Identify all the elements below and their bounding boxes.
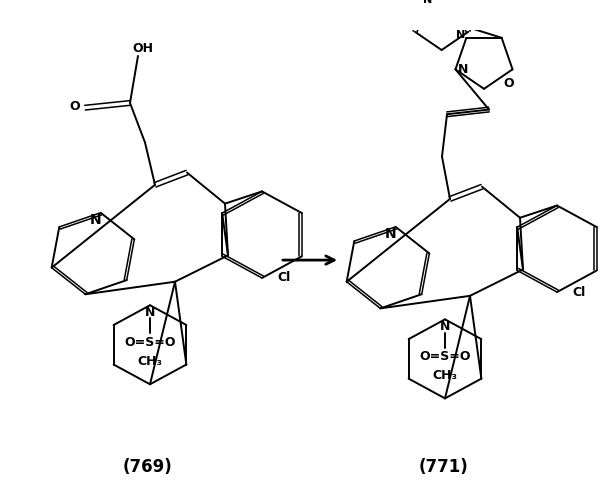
Text: O=S=O: O=S=O: [419, 350, 471, 364]
Text: (769): (769): [123, 458, 173, 476]
Text: O: O: [69, 100, 80, 113]
Text: OH: OH: [132, 42, 153, 55]
Text: N: N: [145, 306, 155, 320]
Text: N: N: [385, 228, 397, 241]
Text: N: N: [458, 63, 468, 76]
Text: N: N: [422, 0, 432, 4]
Text: (771): (771): [418, 458, 468, 476]
Text: O=S=O: O=S=O: [124, 336, 176, 349]
Text: Cl: Cl: [573, 286, 586, 298]
Text: N: N: [440, 320, 450, 334]
Text: CH₃: CH₃: [138, 355, 162, 368]
Text: CH₃: CH₃: [432, 370, 458, 382]
Text: Cl: Cl: [277, 272, 291, 284]
Text: N: N: [90, 214, 101, 228]
Text: O: O: [504, 76, 515, 90]
Text: N: N: [456, 30, 465, 40]
